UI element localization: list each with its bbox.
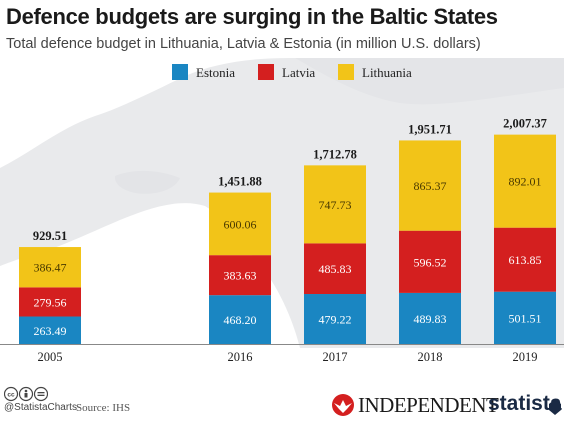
data-label-estonia-2018: 489.83 <box>414 312 447 326</box>
legend-swatch-lithuania <box>338 64 354 80</box>
bar-segment-latvia-2005 <box>19 287 81 317</box>
bar-segment-estonia-2018 <box>399 292 461 344</box>
bar-segment-estonia-2019 <box>494 291 556 344</box>
data-label-lithuania-2016: 600.06 <box>224 217 257 231</box>
bar-segment-lithuania-2019 <box>494 134 556 228</box>
chart-subtitle: Total defence budget in Lithuania, Latvi… <box>6 36 481 52</box>
total-label-2016: 1,451.88 <box>218 175 262 189</box>
legend-label-latvia: Latvia <box>282 65 316 80</box>
svg-text:cc: cc <box>7 392 15 399</box>
statista-mark-icon <box>549 399 561 415</box>
total-label-2005: 929.51 <box>33 229 67 243</box>
x-tick-label-2018: 2018 <box>418 350 443 364</box>
independent-wordmark: INDEPENDENT <box>358 393 499 417</box>
bar-segment-lithuania-2005 <box>19 247 81 288</box>
by-icon <box>18 386 34 402</box>
chart-title: Defence budgets are surging in the Balti… <box>6 4 498 29</box>
total-label-2019: 2,007.37 <box>503 117 547 131</box>
data-label-latvia-2019: 613.85 <box>509 253 542 267</box>
data-label-lithuania-2018: 865.37 <box>414 179 447 193</box>
cc-license-icons: cc <box>4 386 48 402</box>
cc-icon: cc <box>4 386 19 402</box>
data-label-estonia-2017: 479.22 <box>319 313 352 327</box>
data-label-latvia-2016: 383.63 <box>224 269 257 283</box>
x-tick-label-2005: 2005 <box>38 350 63 364</box>
bar-segment-estonia-2005 <box>19 316 81 344</box>
bar-segment-latvia-2018 <box>399 230 461 293</box>
bar-segment-lithuania-2018 <box>399 140 461 231</box>
bar-segment-lithuania-2017 <box>304 165 366 244</box>
statista-logo[interactable]: statista <box>488 392 562 415</box>
source-note: Source: IHS <box>76 402 131 414</box>
legend-label-lithuania: Lithuania <box>362 65 412 80</box>
bar-segment-estonia-2017 <box>304 294 366 344</box>
legend-label-estonia: Estonia <box>196 65 235 80</box>
data-label-latvia-2018: 596.52 <box>414 255 447 269</box>
legend-swatch-estonia <box>172 64 188 80</box>
data-label-estonia-2019: 501.51 <box>509 311 542 325</box>
x-tick-label-2019: 2019 <box>513 350 538 364</box>
data-label-estonia-2016: 468.20 <box>224 313 257 327</box>
data-label-latvia-2005: 279.56 <box>34 295 67 309</box>
x-tick-label-2017: 2017 <box>323 350 348 364</box>
data-label-lithuania-2005: 386.47 <box>34 261 67 275</box>
data-label-lithuania-2019: 892.01 <box>509 175 542 189</box>
nd-icon <box>33 386 48 402</box>
data-label-latvia-2017: 485.83 <box>319 262 352 276</box>
total-label-2018: 1,951.71 <box>408 122 452 136</box>
bar-segment-latvia-2019 <box>494 227 556 292</box>
bar-segment-lithuania-2016 <box>209 192 271 256</box>
statista-handle[interactable]: @StatistaCharts <box>4 402 77 413</box>
data-label-estonia-2005: 263.49 <box>34 324 67 338</box>
bar-segment-latvia-2017 <box>304 243 366 295</box>
bar-segment-estonia-2016 <box>209 295 271 344</box>
x-tick-label-2016: 2016 <box>228 350 253 364</box>
data-label-lithuania-2017: 747.73 <box>319 198 352 212</box>
bar-segment-latvia-2016 <box>209 255 271 296</box>
legend-swatch-latvia <box>258 64 274 80</box>
total-label-2017: 1,712.78 <box>313 147 357 161</box>
eagle-icon <box>332 394 354 416</box>
